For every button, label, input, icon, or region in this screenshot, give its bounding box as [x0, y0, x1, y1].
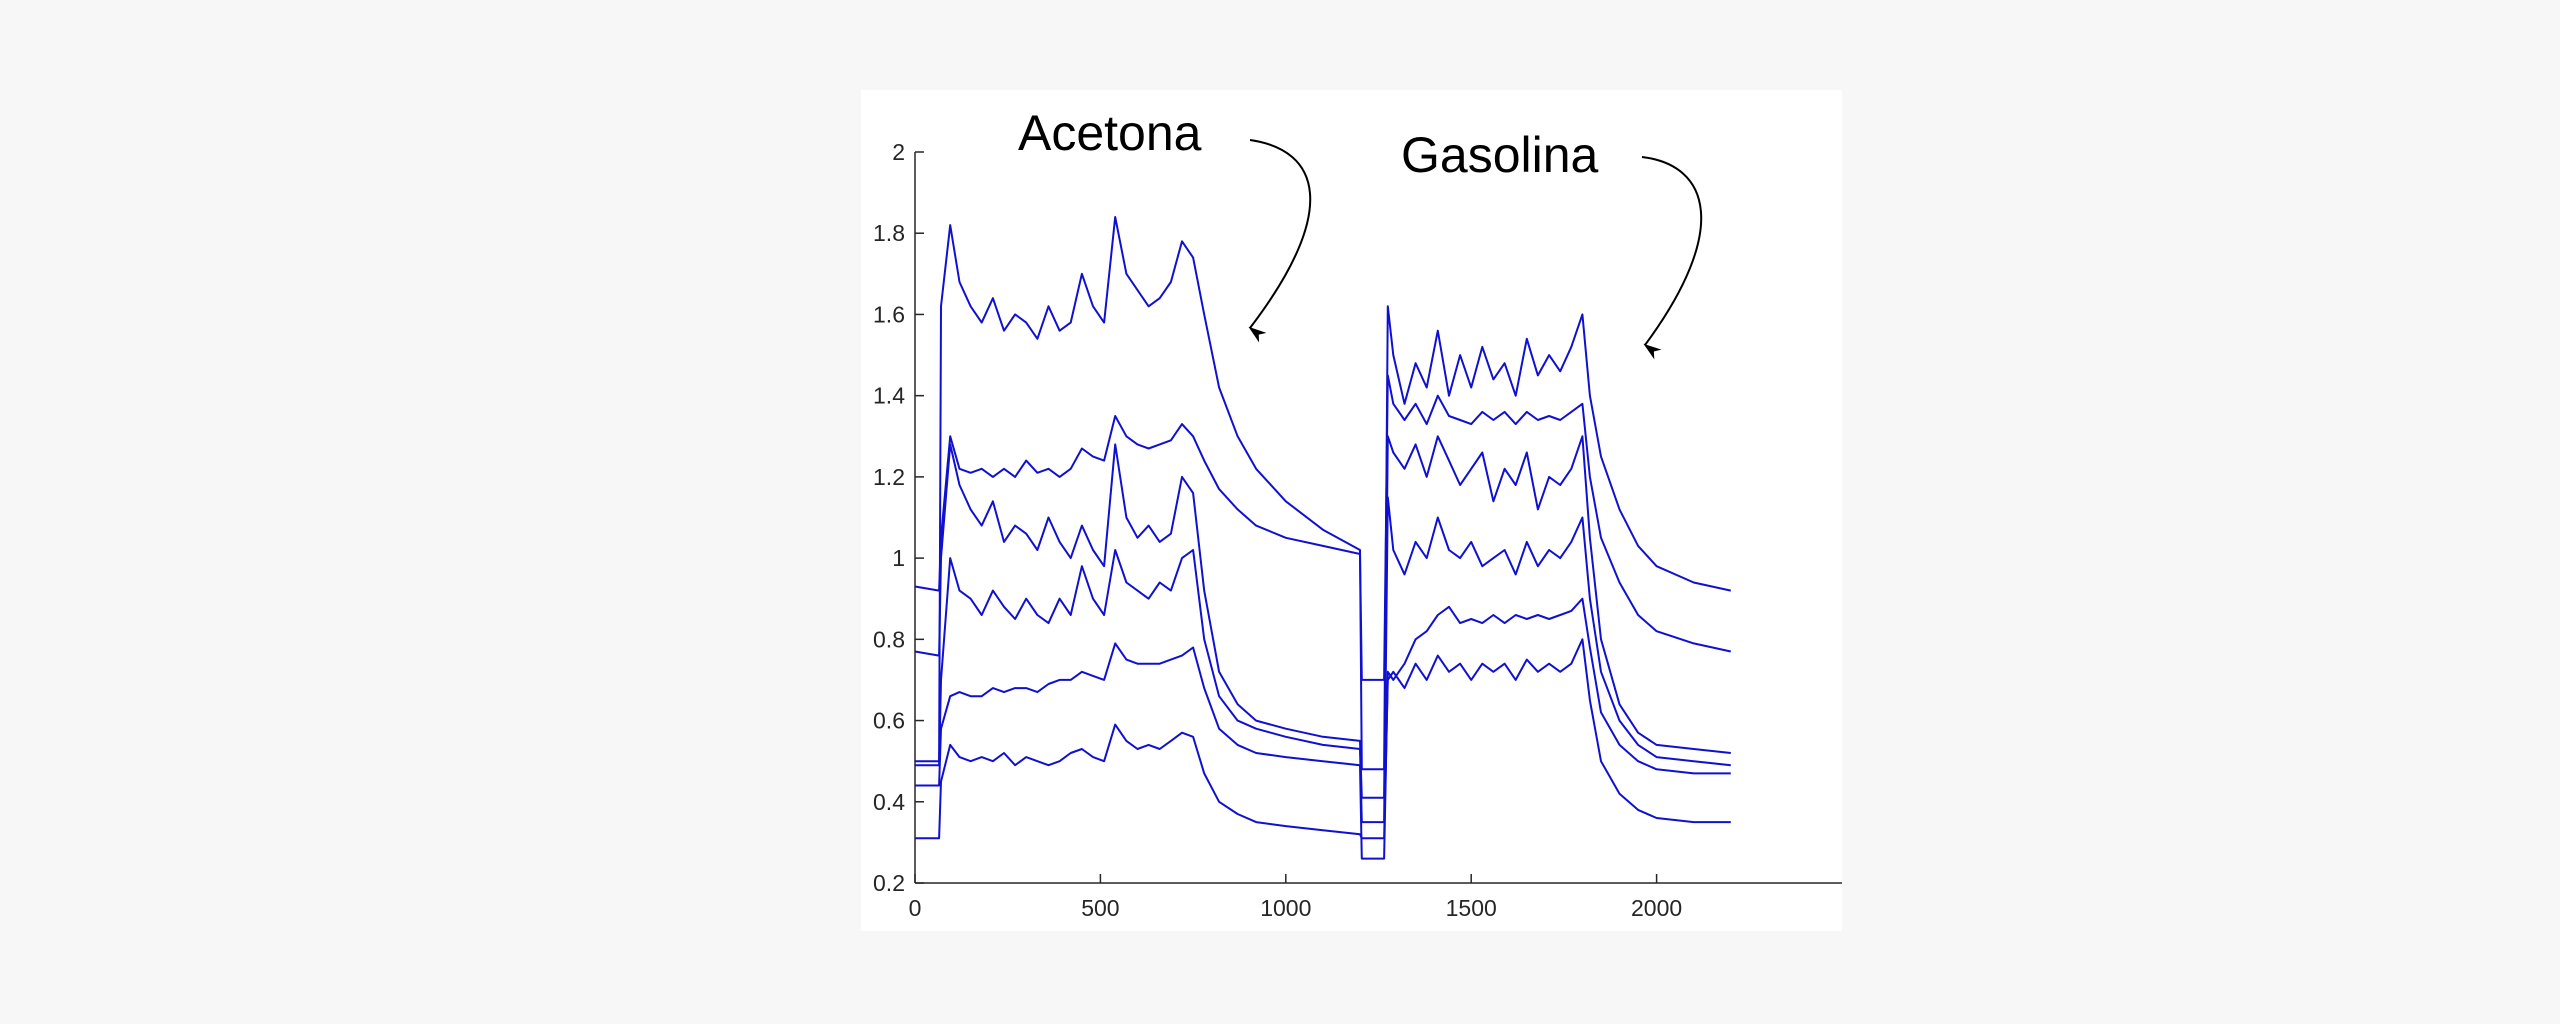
y-tick-label: 1 [892, 545, 905, 571]
series-line-6 [915, 638, 1731, 840]
y-tick-label: 0.8 [873, 626, 905, 652]
series-line-3 [914, 435, 1731, 799]
y-tick-label: 1.2 [873, 464, 905, 490]
axes: 0.2 0.4 0.6 0.8 1 1.2 1.4 1.6 1.8 2 0 500 1000 1500 20… [873, 139, 1842, 921]
x-tick-label: 500 [1081, 895, 1119, 921]
y-tick-label: 1.6 [873, 301, 905, 327]
x-tick-label: 1000 [1260, 895, 1311, 921]
series-line-4 [915, 496, 1731, 824]
x-tick-label: 2000 [1631, 895, 1682, 921]
series-line-2 [914, 374, 1732, 681]
arrow-acetona [1248, 139, 1312, 343]
y-tick-label: 2 [892, 139, 905, 165]
y-tick-label: 1.8 [873, 220, 905, 246]
annotation-gasolina: Gasolina [1401, 127, 1599, 183]
series-layer [914, 216, 1732, 860]
arrow-gasolina [1641, 156, 1703, 360]
y-tick-label: 0.4 [873, 789, 905, 815]
y-tick-label: 0.6 [873, 708, 905, 734]
annotation-acetona: Acetona [1018, 105, 1202, 161]
y-tick-label: 1.4 [873, 383, 905, 409]
x-tick-label: 0 [909, 895, 922, 921]
chart-panel [861, 90, 1842, 931]
series-line-1 [915, 216, 1732, 771]
x-tick-label: 1500 [1446, 895, 1497, 921]
y-tick-label: 0.2 [873, 870, 905, 896]
series-line-5 [915, 597, 1731, 860]
